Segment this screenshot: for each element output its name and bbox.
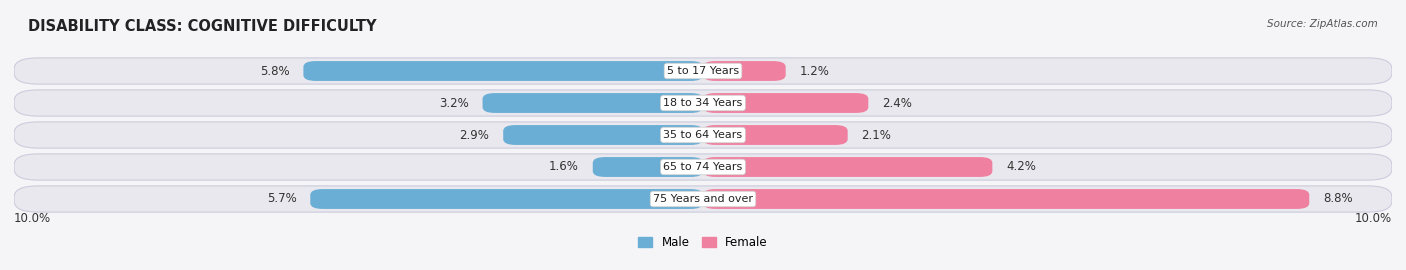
FancyBboxPatch shape — [14, 90, 1392, 116]
Text: 3.2%: 3.2% — [439, 96, 468, 110]
FancyBboxPatch shape — [482, 93, 703, 113]
FancyBboxPatch shape — [14, 186, 1392, 212]
FancyBboxPatch shape — [14, 58, 1392, 84]
FancyBboxPatch shape — [14, 154, 1392, 180]
FancyBboxPatch shape — [14, 122, 1392, 148]
Text: Source: ZipAtlas.com: Source: ZipAtlas.com — [1267, 19, 1378, 29]
Text: 35 to 64 Years: 35 to 64 Years — [664, 130, 742, 140]
Text: 65 to 74 Years: 65 to 74 Years — [664, 162, 742, 172]
Text: 1.6%: 1.6% — [550, 160, 579, 174]
FancyBboxPatch shape — [304, 61, 703, 81]
FancyBboxPatch shape — [703, 157, 993, 177]
Text: 18 to 34 Years: 18 to 34 Years — [664, 98, 742, 108]
Text: 1.2%: 1.2% — [800, 65, 830, 77]
Legend: Male, Female: Male, Female — [634, 231, 772, 254]
FancyBboxPatch shape — [703, 125, 848, 145]
Text: 10.0%: 10.0% — [14, 212, 51, 225]
Text: 5.7%: 5.7% — [267, 193, 297, 205]
Text: 2.9%: 2.9% — [460, 129, 489, 141]
FancyBboxPatch shape — [703, 93, 869, 113]
Text: DISABILITY CLASS: COGNITIVE DIFFICULTY: DISABILITY CLASS: COGNITIVE DIFFICULTY — [28, 19, 377, 34]
FancyBboxPatch shape — [703, 189, 1309, 209]
Text: 5.8%: 5.8% — [260, 65, 290, 77]
FancyBboxPatch shape — [593, 157, 703, 177]
FancyBboxPatch shape — [503, 125, 703, 145]
Text: 75 Years and over: 75 Years and over — [652, 194, 754, 204]
Text: 5 to 17 Years: 5 to 17 Years — [666, 66, 740, 76]
Text: 2.4%: 2.4% — [882, 96, 912, 110]
FancyBboxPatch shape — [311, 189, 703, 209]
Text: 8.8%: 8.8% — [1323, 193, 1353, 205]
Text: 4.2%: 4.2% — [1007, 160, 1036, 174]
Text: 10.0%: 10.0% — [1355, 212, 1392, 225]
FancyBboxPatch shape — [703, 61, 786, 81]
Text: 2.1%: 2.1% — [862, 129, 891, 141]
